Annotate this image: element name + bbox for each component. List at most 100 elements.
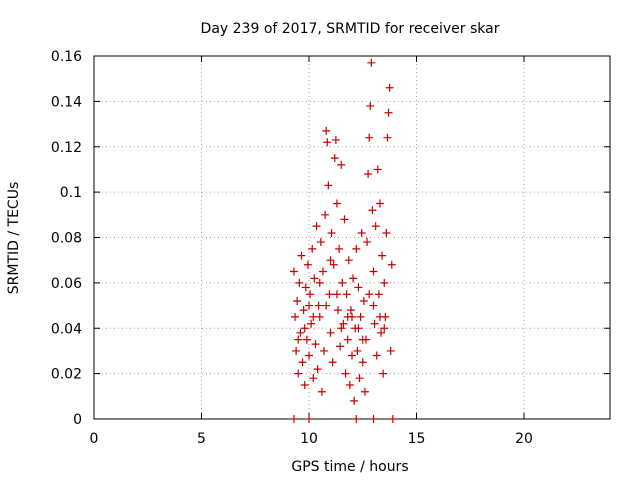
data-point <box>338 278 347 287</box>
data-point <box>366 101 375 110</box>
data-point <box>320 346 329 355</box>
data-point <box>315 278 324 287</box>
data-point <box>353 346 362 355</box>
y-tick-label: 0 <box>73 412 82 428</box>
data-point <box>363 238 372 247</box>
x-axis-label: GPS time / hours <box>291 459 408 475</box>
data-point <box>294 369 303 378</box>
x-tick-label: 0 <box>90 431 99 447</box>
data-point <box>305 415 313 423</box>
axis-ticks: 0 5 10 15 20 0 0.02 0.04 0.06 0.08 0.1 0.12 0.14 0.16 <box>51 49 610 447</box>
data-point <box>358 335 367 344</box>
data-point <box>328 358 337 367</box>
data-point <box>289 267 298 276</box>
data-point <box>379 369 388 378</box>
data-point <box>303 260 312 269</box>
y-tick-label: 0.04 <box>51 321 82 337</box>
data-point <box>339 319 348 328</box>
x-tick-label: 5 <box>197 431 206 447</box>
data-point <box>375 312 384 321</box>
data-point <box>321 210 330 219</box>
data-point <box>340 215 349 224</box>
data-point <box>336 342 345 351</box>
data-point <box>309 312 318 321</box>
data-point <box>380 278 389 287</box>
data-point <box>314 301 323 310</box>
data-point <box>341 369 350 378</box>
data-point <box>372 351 381 360</box>
data-point <box>377 328 386 337</box>
data-points <box>289 58 397 423</box>
data-point <box>367 58 376 67</box>
data-point <box>352 415 361 423</box>
data-point <box>343 312 352 321</box>
y-axis-label: SRMTID / TECUs <box>6 182 22 295</box>
data-point <box>302 335 311 344</box>
data-point <box>325 290 334 299</box>
data-point <box>316 238 325 247</box>
y-tick-label: 0.08 <box>51 231 82 247</box>
data-point <box>318 267 327 276</box>
data-point <box>350 396 359 405</box>
data-point <box>373 165 382 174</box>
data-point <box>295 278 304 287</box>
data-point <box>365 133 374 142</box>
y-tick-label: 0.14 <box>51 94 82 110</box>
data-point <box>371 222 380 231</box>
data-point <box>335 244 344 253</box>
data-point <box>337 160 346 169</box>
data-point <box>384 108 393 117</box>
data-point <box>354 324 363 333</box>
data-point <box>337 324 346 333</box>
data-point <box>299 306 308 315</box>
data-point <box>317 387 326 396</box>
data-point <box>300 324 309 333</box>
data-point <box>298 358 307 367</box>
data-point <box>354 283 363 292</box>
data-point <box>327 228 336 237</box>
data-point <box>355 374 364 383</box>
chart-title: Day 239 of 2017, SRMTID for receiver ska… <box>201 21 500 37</box>
data-point <box>326 256 335 265</box>
grid <box>94 56 610 419</box>
data-point <box>364 169 373 178</box>
data-point <box>378 251 387 260</box>
data-point <box>374 290 383 299</box>
data-point <box>348 351 356 360</box>
data-point <box>382 228 391 237</box>
data-point <box>292 346 301 355</box>
data-point <box>334 306 343 315</box>
data-point <box>308 244 317 253</box>
data-point <box>356 312 365 321</box>
data-point <box>369 301 378 310</box>
data-point <box>293 297 302 306</box>
data-point <box>291 312 300 321</box>
data-point <box>383 133 392 142</box>
data-point <box>311 340 320 349</box>
x-tick-label: 20 <box>515 431 533 447</box>
data-point <box>322 301 331 310</box>
data-point <box>300 380 309 389</box>
data-point <box>346 306 355 315</box>
data-point <box>326 328 335 337</box>
data-point <box>324 181 333 190</box>
y-tick-label: 0.12 <box>51 140 82 156</box>
data-point <box>309 374 318 383</box>
data-point <box>322 126 331 135</box>
data-point <box>312 222 321 231</box>
data-point <box>368 206 377 215</box>
data-point <box>301 283 310 292</box>
data-point <box>345 380 354 389</box>
data-point <box>332 290 341 299</box>
data-point <box>358 358 367 367</box>
data-point <box>342 290 351 299</box>
data-point <box>323 138 332 147</box>
data-point <box>305 301 313 310</box>
y-tick-label: 0.02 <box>51 367 82 383</box>
data-point <box>387 260 396 269</box>
data-point <box>344 256 353 265</box>
data-point <box>359 297 368 306</box>
data-point <box>375 199 384 208</box>
data-point <box>332 199 341 208</box>
